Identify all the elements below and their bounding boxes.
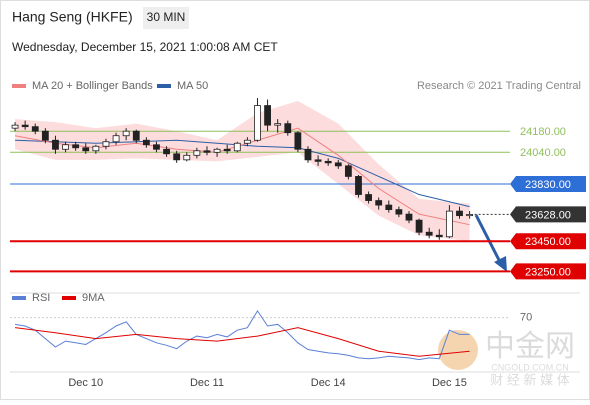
candle-body — [375, 200, 383, 206]
interval-box — [143, 7, 189, 29]
candle-body — [72, 144, 80, 149]
candle-body — [193, 150, 201, 156]
level-label: 23450.00 — [525, 236, 571, 248]
legend-swatch — [62, 296, 76, 300]
candle-body — [395, 209, 403, 215]
candle-body — [142, 139, 150, 146]
level-box — [510, 175, 586, 192]
level-label: 24180.00 — [520, 126, 566, 138]
candle-body — [213, 148, 221, 153]
level-box — [510, 206, 586, 223]
candle-body — [243, 139, 251, 144]
candle-body — [21, 124, 29, 128]
candle-body — [112, 135, 120, 143]
watermark-text: 中金网 — [485, 330, 575, 363]
candle-body — [163, 148, 170, 155]
watermark: 中金网 财 经 新 媒 体 CNGOLD.COM.CN — [438, 330, 575, 387]
legend-label: RSI — [32, 292, 50, 304]
x-tick-label: Dec 14 — [311, 377, 346, 389]
x-tick-label: Dec 10 — [68, 377, 103, 389]
candle-body — [62, 144, 69, 150]
legend-swatch — [157, 84, 171, 88]
candle-body — [52, 139, 59, 150]
legend-label: 9MA — [82, 292, 105, 304]
candle-body — [264, 105, 271, 126]
candle-body — [435, 234, 443, 238]
candle-body — [254, 105, 261, 141]
candle-body — [183, 154, 191, 161]
level-label: 23830.00 — [525, 179, 571, 191]
level-label: 23250.00 — [525, 266, 571, 278]
candle-body — [344, 165, 352, 177]
date: Wednesday, December 15, 2021 1:00:08 AM … — [12, 40, 278, 54]
candle-body — [314, 159, 322, 162]
candle-body — [223, 148, 231, 152]
candle-body — [405, 213, 413, 221]
x-tick-label: Dec 15 — [432, 377, 467, 389]
candle-body — [385, 204, 393, 211]
interval: 30 MIN — [147, 10, 186, 24]
candle-body — [425, 231, 433, 236]
candle-body — [203, 150, 211, 153]
candle-body — [82, 147, 90, 152]
level-box — [510, 263, 586, 280]
candle-body — [41, 130, 49, 141]
candle-body — [31, 126, 39, 132]
candle-body — [355, 176, 362, 195]
candle-body — [456, 210, 463, 217]
y-tick-label: 70 — [520, 312, 532, 324]
candle-body — [466, 214, 473, 217]
legend-label: MA 20 + Bollinger Bands — [32, 80, 153, 92]
candle-body — [294, 132, 302, 150]
title: Hang Seng (HKFE) — [12, 9, 133, 25]
candle-body — [415, 219, 423, 233]
candle-body — [445, 210, 453, 238]
forecast-arrow — [474, 214, 502, 263]
candle-body — [92, 145, 100, 152]
arrow-head — [494, 256, 507, 272]
credit: Research © 2021 Trading Central — [417, 80, 581, 92]
level-label: 23628.00 — [525, 209, 571, 221]
candle-body — [233, 142, 241, 152]
candle-body — [102, 141, 110, 147]
series-line — [14, 327, 470, 357]
series-line — [14, 309, 470, 361]
candle-body — [11, 124, 19, 129]
level-label: 24040.00 — [520, 147, 566, 159]
level-box — [510, 233, 586, 250]
legend-swatch — [12, 296, 26, 300]
watermark-url: CNGOLD.COM.CN — [491, 362, 569, 372]
candle-body — [274, 123, 282, 126]
candle-body — [365, 194, 372, 201]
candle-body — [173, 153, 181, 161]
watermark-sub: 财 经 新 媒 体 — [490, 372, 569, 387]
candle-body — [324, 160, 332, 164]
candle-body — [132, 130, 140, 141]
legend-label: MA 50 — [177, 80, 208, 92]
candle-body — [304, 148, 312, 161]
candle-body — [334, 162, 342, 167]
x-tick-label: Dec 11 — [190, 377, 224, 389]
legend-swatch — [12, 84, 26, 88]
candle-body — [153, 144, 160, 150]
candle-body — [122, 130, 130, 137]
watermark-logo — [438, 330, 478, 370]
candle-body — [284, 123, 292, 134]
